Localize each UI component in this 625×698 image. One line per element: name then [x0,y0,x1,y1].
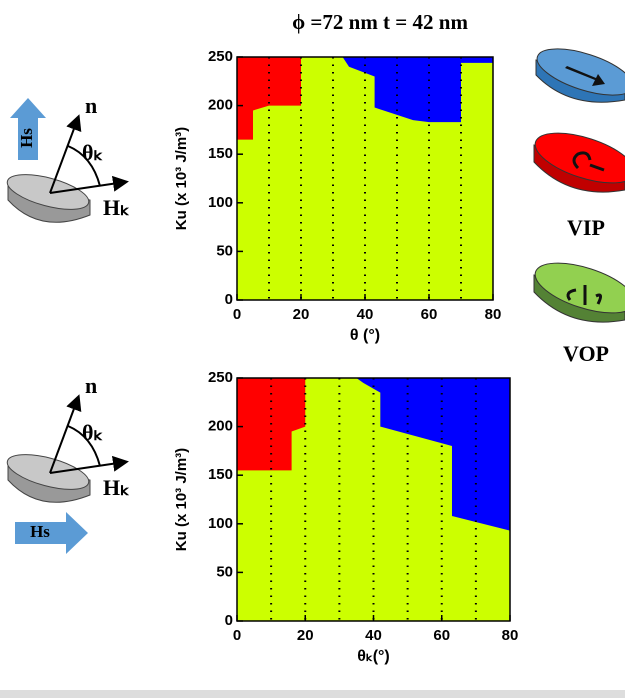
n-arrow [49,114,82,194]
y-tick-label: 200 [208,418,233,435]
angle-arc [67,425,101,467]
diagram-bottom [6,394,129,554]
n-arrow [49,394,82,474]
label-n: n [85,93,97,118]
y-tick-label: 0 [225,612,233,629]
label-theta: θₖ [82,420,103,445]
label-vip: VIP [567,215,605,240]
x-axis-label: θ (°) [350,327,380,344]
region [342,57,493,123]
hs-arrow-head [10,98,46,118]
hk-arrow [49,455,129,474]
region [356,378,510,531]
y-tick-label: 100 [208,194,233,211]
y-tick-label: 150 [208,466,233,483]
hs-arrow-head [66,512,88,554]
hk-arrow [49,175,129,194]
y-tick-label: 0 [225,291,233,308]
x-tick-label: 40 [357,306,374,323]
hs-arrow [15,522,67,544]
label-hs: Hs [17,128,36,148]
x-tick-label: 20 [293,306,310,323]
y-tick-label: 150 [208,145,233,162]
x-tick-label: 0 [233,627,241,644]
chart-title: ϕ =72 nm t = 42 nm [292,10,468,34]
label-n: n [85,373,97,398]
label-hk: Hₖ [103,195,130,220]
label-vop: VOP [563,341,609,366]
y-tick-label: 200 [208,97,233,114]
x-tick-label: 60 [421,306,438,323]
x-tick-label: 0 [233,306,241,323]
y-axis-label: Ku (x 10³ J/m³) [173,448,190,551]
x-tick-label: 20 [297,627,314,644]
region [237,57,301,140]
y-tick-label: 250 [208,369,233,386]
footer-bar [0,690,625,698]
angle-arc [67,145,101,187]
x-axis-label: θₖ(°) [357,648,390,665]
hs-arrow [18,115,38,160]
diagram-top [6,98,129,223]
x-tick-label: 40 [365,627,382,644]
y-tick-label: 250 [208,48,233,65]
label-theta: θₖ [82,140,103,165]
y-tick-label: 100 [208,515,233,532]
label-hs: Hs [30,522,50,541]
state-icons [533,48,625,323]
y-axis-label: Ku (x 10³ J/m³) [173,127,190,230]
x-tick-label: 80 [502,627,519,644]
x-tick-label: 60 [433,627,450,644]
y-tick-label: 50 [216,242,233,259]
x-tick-label: 80 [485,306,502,323]
disk-top [6,454,90,490]
disk-top [6,174,90,210]
y-tick-label: 50 [216,563,233,580]
label-hk: Hₖ [103,475,130,500]
